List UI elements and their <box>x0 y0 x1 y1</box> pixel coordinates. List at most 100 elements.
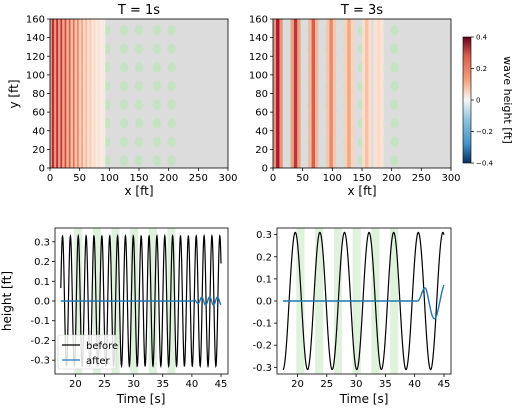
y-tick-label: 80 <box>32 89 45 100</box>
vegetation-patch <box>134 118 144 129</box>
x-tick-label: 25 <box>98 379 111 390</box>
x-tick-label: 100 <box>323 173 342 184</box>
vegetation-patch <box>167 99 176 110</box>
x-tick-label: 50 <box>296 173 309 184</box>
colorbar-tick-label: −0.4 <box>476 160 494 168</box>
x-tick-label: 200 <box>159 173 178 184</box>
x-tick-label: 200 <box>382 173 401 184</box>
y-tick-label: 0.2 <box>256 252 272 263</box>
x-axis-label-top-left: x [ft] <box>125 184 154 198</box>
wave-crest <box>311 19 316 168</box>
y-axis-label-bottom-left: height [ft] <box>0 271 14 331</box>
x-tick-label: 35 <box>379 379 392 390</box>
vegetation-patch <box>134 43 144 54</box>
vegetation-patch <box>167 136 176 148</box>
wave-crest <box>64 19 67 168</box>
vegetation-patch <box>390 136 399 148</box>
x-tick-label: 300 <box>441 173 460 184</box>
x-axis-label-bottom-left: Time [s] <box>116 392 166 406</box>
y-tick-label: 0.3 <box>256 230 272 241</box>
series-after-line <box>60 296 222 306</box>
vegetation-patch <box>119 118 129 129</box>
series-before-line <box>282 231 445 371</box>
y-tick-label: 0.3 <box>34 237 50 248</box>
y-axis-label-top-left: y [ft] <box>7 80 21 109</box>
panel-timeseries-left: 20 25 30 35 40 45 -0.3 -0.2 -0.1 0.0 0.1 0.2 0.3 Ti… <box>0 227 229 406</box>
x-tick-label: 250 <box>412 173 431 184</box>
x-tick-label: 45 <box>215 379 228 390</box>
series-before-line <box>60 233 222 369</box>
vegetation-patch <box>167 155 176 166</box>
vegetation-patch <box>134 155 144 166</box>
vegetation-patch <box>167 24 176 36</box>
y-tick-label: 0 <box>39 164 45 175</box>
x-tick-label: 45 <box>438 379 451 390</box>
panel-timeseries-right: 20 25 30 35 40 45 -0.3 -0.2 -0.1 0.0 0.1 0.2 0.3 Ti… <box>252 227 452 406</box>
vegetation-patch <box>390 118 399 129</box>
vegetation-patch <box>119 43 129 54</box>
x-tick-label: 0 <box>47 173 53 184</box>
y-tick-label: 80 <box>255 89 268 100</box>
wave-crest <box>347 19 351 168</box>
colorbar-tick-label: 0 <box>476 97 480 105</box>
colorbar-label: wave height [ft] <box>501 56 512 144</box>
vegetation-patch <box>152 43 161 54</box>
panel-heatmap-left: 0 50 100 150 200 250 300 0 20 40 60 80 100 120 140 160… <box>7 15 238 199</box>
colorbar-tick-label: −0.2 <box>476 128 493 136</box>
vegetation-patch <box>134 62 144 73</box>
wave-crest <box>68 19 71 168</box>
vegetation-patch <box>119 62 129 73</box>
legend-label-before: before <box>86 341 118 352</box>
y-tick-label: 140 <box>249 33 268 44</box>
wave-crest <box>276 19 280 168</box>
wave-crest <box>376 19 381 168</box>
colorbar-tick-label: 0.2 <box>476 65 487 73</box>
colorbar: 0.4 0.2 0 −0.2 −0.4 wave height [ft] <box>462 34 512 168</box>
wave-crest <box>81 19 83 168</box>
vegetation-patch <box>152 155 161 166</box>
y-tick-label: 120 <box>249 52 268 63</box>
vegetation-patch <box>134 136 144 148</box>
vegetation-patch <box>152 118 161 129</box>
x-axis-label-bottom-right: Time [s] <box>339 392 389 406</box>
vegetation-patch <box>119 24 129 36</box>
y-tick-label: 40 <box>255 126 268 137</box>
y-tick-label: 40 <box>32 126 45 137</box>
x-tick-label: 100 <box>100 173 119 184</box>
x-tick-label: 30 <box>127 379 140 390</box>
wave-crest <box>85 19 88 168</box>
x-axis-label-top-right: x [ft] <box>348 184 377 198</box>
x-tick-label: 0 <box>270 173 276 184</box>
y-tick-label: 60 <box>32 108 45 119</box>
y-tick-label: 0.2 <box>34 257 50 268</box>
wave-crest <box>77 19 79 168</box>
wave-crest <box>97 19 100 168</box>
chart-title-left: T = 1s <box>117 3 160 18</box>
vegetation-patch <box>167 80 176 92</box>
x-tick-label: 150 <box>352 173 371 184</box>
colorbar-gradient <box>463 37 471 163</box>
y-tick-label: -0.3 <box>30 356 50 367</box>
y-tick-label: 120 <box>26 52 45 63</box>
x-tick-label: 40 <box>408 379 421 390</box>
chart-title-right: T = 3s <box>340 3 383 18</box>
vegetation-patch <box>119 155 129 166</box>
y-tick-label: -0.2 <box>252 341 272 352</box>
vegetation-patch <box>152 136 161 148</box>
y-tick-label: 0.0 <box>256 297 272 308</box>
x-tick-label: 20 <box>291 379 304 390</box>
y-tick-label: 100 <box>26 70 45 81</box>
vegetation-patch <box>119 99 129 110</box>
vegetation-patch <box>167 62 176 73</box>
vegetation-patch <box>152 80 161 92</box>
x-tick-label: 50 <box>73 173 86 184</box>
y-tick-label: 20 <box>255 145 268 156</box>
colorbar-tick-label: 0.4 <box>476 34 488 42</box>
x-tick-label: 150 <box>129 173 148 184</box>
legend-label-after: after <box>86 356 111 367</box>
y-tick-label: 0.1 <box>256 274 272 285</box>
x-tick-label: 25 <box>320 379 333 390</box>
y-tick-label: -0.1 <box>30 316 50 327</box>
wave-crest <box>72 19 75 168</box>
